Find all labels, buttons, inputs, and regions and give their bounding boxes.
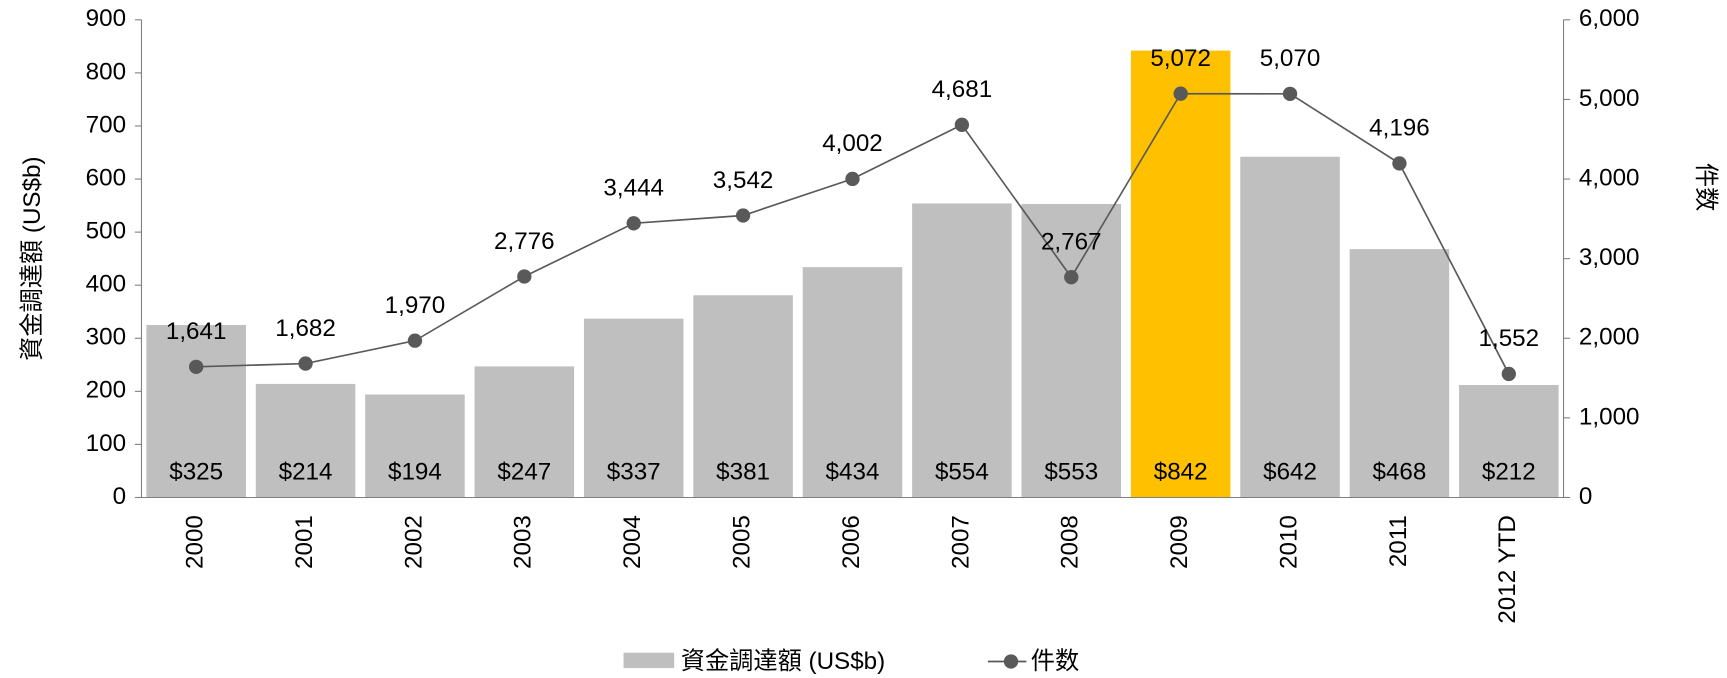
y-tick-label: 700 <box>86 111 126 138</box>
bar <box>1240 156 1340 498</box>
bar-value-label: $434 <box>826 459 880 486</box>
line-value-label: 1,641 <box>166 318 227 345</box>
line-value-label: 5,070 <box>1260 45 1321 72</box>
line-value-label: 4,002 <box>822 130 883 157</box>
bar-value-label: $325 <box>169 459 223 486</box>
y2-tick-label: 4,000 <box>1579 164 1640 191</box>
y2-tick-label: 6,000 <box>1579 5 1640 32</box>
line-value-label: 4,681 <box>932 76 993 103</box>
y-tick-label: 600 <box>86 164 126 191</box>
bar-value-label: $554 <box>935 459 989 486</box>
bar <box>474 366 575 498</box>
y-tick-label: 0 <box>113 483 126 510</box>
bar <box>146 324 246 498</box>
bar <box>583 318 684 498</box>
line-value-label: 3,444 <box>603 175 664 202</box>
line-marker <box>1282 86 1298 102</box>
line-value-label: 1,970 <box>385 292 446 319</box>
x-tick-label: 2007 <box>947 515 974 569</box>
y-tick-label: 500 <box>86 218 126 245</box>
x-tick-label: 2006 <box>838 515 865 569</box>
legend-label: 資金調達額 (US$b) <box>681 648 885 675</box>
x-tick-label: 2009 <box>1166 515 1193 569</box>
x-tick-label: 2003 <box>510 515 537 569</box>
x-tick-label: 2005 <box>728 515 755 569</box>
x-tick-label: 2002 <box>400 515 427 569</box>
bar-value-label: $194 <box>388 459 442 486</box>
line-marker <box>954 117 970 132</box>
line-value-label: 1,682 <box>275 315 336 342</box>
line-marker <box>1501 366 1516 382</box>
y2-tick-label: 1,000 <box>1579 403 1640 430</box>
y-tick-label: 400 <box>86 271 126 298</box>
line-marker <box>1173 86 1188 101</box>
bar-value-label: $842 <box>1154 459 1208 486</box>
y2-tick-label: 5,000 <box>1579 85 1640 112</box>
y-tick-label: 900 <box>86 5 126 32</box>
bar-value-label: $553 <box>1044 459 1098 486</box>
bar-value-label: $212 <box>1482 459 1536 486</box>
x-tick-label: 2010 <box>1275 515 1302 569</box>
legend-label: 件数 <box>1031 648 1079 675</box>
line-marker <box>845 171 860 187</box>
y2-axis-label: 件数 <box>1692 163 1719 211</box>
line-marker <box>298 356 313 371</box>
y-tick-label: 200 <box>86 377 126 404</box>
x-tick-label: 2004 <box>619 515 646 569</box>
y2-tick-label: 0 <box>1579 483 1592 510</box>
bar-value-label: $247 <box>497 459 551 486</box>
line-value-label: 2,776 <box>494 228 555 255</box>
line-marker <box>517 269 532 284</box>
y2-tick-label: 2,000 <box>1579 324 1640 351</box>
line-marker <box>1392 156 1407 171</box>
y-tick-label: 100 <box>86 430 126 457</box>
bar-value-label: $337 <box>607 459 661 486</box>
bar <box>255 383 356 498</box>
bar <box>365 394 465 498</box>
bar <box>802 267 903 498</box>
bar <box>912 203 1012 498</box>
bar <box>1021 203 1122 498</box>
line-marker <box>735 208 751 223</box>
line-value-label: 5,072 <box>1150 45 1211 72</box>
bar <box>1459 384 1559 498</box>
line-value-label: 3,542 <box>713 167 774 194</box>
x-tick-label: 2011 <box>1385 515 1412 567</box>
bar <box>1349 249 1450 498</box>
legend-swatch <box>623 652 675 669</box>
line-marker <box>407 333 423 348</box>
line-value-label: 1,552 <box>1479 325 1540 352</box>
bar-value-label: $642 <box>1263 459 1317 486</box>
line-marker <box>626 216 641 231</box>
bar-value-label: $214 <box>279 459 333 486</box>
line-value-label: 2,767 <box>1041 228 1102 255</box>
bar-value-label: $381 <box>716 459 770 486</box>
bar-value-label: $468 <box>1373 459 1427 486</box>
line-marker <box>1064 270 1079 285</box>
y-axis-label: 資金調達額 (US$b) <box>19 156 46 360</box>
bar <box>1130 50 1231 498</box>
line-value-label: 4,196 <box>1369 115 1430 142</box>
x-tick-label: 2001 <box>291 515 318 569</box>
legend-marker <box>1003 654 1019 669</box>
x-tick-label: 2008 <box>1057 515 1084 569</box>
x-tick-label: 2012 YTD <box>1494 515 1521 624</box>
y-tick-label: 800 <box>86 58 126 85</box>
y2-tick-label: 3,000 <box>1579 244 1640 271</box>
y-tick-label: 300 <box>86 324 126 351</box>
line-marker <box>189 359 204 375</box>
x-tick-label: 2000 <box>182 515 209 569</box>
bar <box>693 295 793 498</box>
